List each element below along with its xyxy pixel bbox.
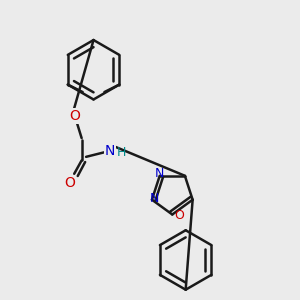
Text: O: O	[69, 109, 80, 123]
Text: N: N	[155, 167, 164, 180]
Text: O: O	[64, 176, 75, 190]
Text: N: N	[105, 145, 115, 158]
Text: H: H	[116, 146, 126, 159]
Text: O: O	[174, 208, 184, 222]
Text: N: N	[150, 192, 159, 205]
